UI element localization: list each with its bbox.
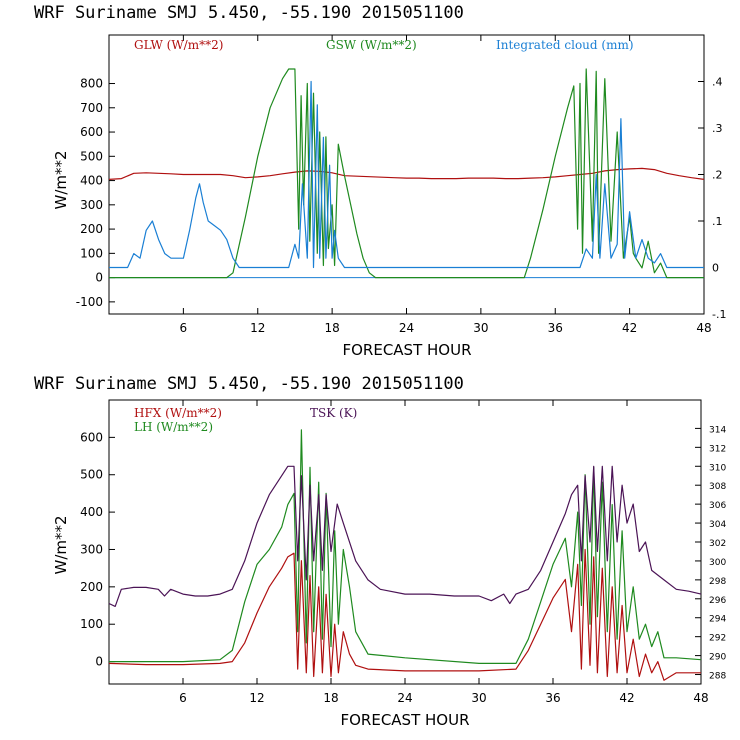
y2-tick-label: .1 [712,215,723,228]
panel-2-y-ticks: 0 100 200 300 400 500 600 [80,430,115,669]
panel-2-xlabel: FORECAST HOUR [340,711,469,729]
y-tick-label: 300 [80,542,103,556]
y2-tick-label: 300 [709,558,726,568]
y2-tick-label: 312 [709,444,726,454]
x-tick-label: 6 [179,691,187,705]
panel-2-title: WRF Suriname SMJ 5.450, -55.190 20150511… [34,374,464,394]
x-tick-label: 24 [397,691,412,705]
y2-tick-label: .3 [712,122,723,135]
panel-1-title: WRF Suriname SMJ 5.450, -55.190 20150511… [34,3,464,23]
x-tick-label: 12 [250,321,265,335]
x-tick-label: 30 [471,691,486,705]
y-tick-label: 400 [80,174,103,188]
y-tick-label: -100 [76,295,103,309]
y2-tick-label: .4 [712,76,723,89]
x-tick-label: 6 [180,321,188,335]
y2-tick-label: 306 [709,501,726,511]
y-tick-label: 0 [95,655,103,669]
x-tick-label: 48 [696,321,711,335]
y-tick-label: 300 [80,198,103,212]
y2-tick-label: 308 [709,482,726,492]
panel-2-frame [108,399,702,685]
series-hfx-line [108,548,701,681]
y2-tick-label: 290 [709,653,726,663]
series-tsk-line [108,465,702,608]
x-tick-label: 42 [619,691,634,705]
y2-tick-label: 314 [709,425,726,435]
panel-2: WRF Suriname SMJ 5.450, -55.190 20150511… [34,374,726,729]
x-tick-label: 12 [249,691,264,705]
y2-tick-label: 296 [709,596,726,606]
y2-tick-label: 298 [709,577,726,587]
y-tick-label: 100 [80,617,103,631]
panel-1-series [108,68,705,279]
panel-1-xlabel: FORECAST HOUR [342,341,471,359]
panel-2-ylabel: W/m**2 [52,515,70,574]
panel-1: WRF Suriname SMJ 5.450, -55.190 20150511… [34,3,726,359]
y-tick-label: 600 [80,125,103,139]
y2-tick-label: -.1 [712,308,726,321]
y-tick-label: 200 [80,580,103,594]
panel-2-series [108,429,702,681]
y-tick-label: 400 [80,505,103,519]
y2-tick-label: 288 [709,672,726,682]
x-tick-label: 18 [323,691,338,705]
y-tick-label: 500 [80,149,103,163]
panel-2-legend-hfx: HFX (W/m**2) [134,406,222,420]
panel-2-legend-lh: LH (W/m**2) [134,420,213,434]
panel-1-legend-glw: GLW (W/m**2) [134,38,223,52]
y-tick-label: 0 [95,271,103,285]
panel-1-y-ticks: -100 0 100 200 300 400 500 600 700 800 [76,77,115,309]
panel-1-ylabel: W/m**2 [52,150,70,209]
y-tick-label: 200 [80,222,103,236]
y2-tick-label: 0 [712,262,719,275]
y-tick-label: 100 [80,246,103,260]
x-tick-label: 24 [399,321,414,335]
panel-1-y2-ticks: -.1 0 .1 .2 .3 .4 [698,76,726,321]
y2-tick-label: 302 [709,539,726,549]
y-tick-label: 500 [80,468,103,482]
panel-2-y2-ticks: 288 290 292 294 296 298 300 302 304 306 308 310 312 3… [695,425,726,682]
y-tick-label: 600 [80,430,103,444]
panel-1-legend-cloud: Integrated cloud (mm) [496,38,634,52]
x-tick-label: 48 [693,691,708,705]
panel-1-legend-gsw: GSW (W/m**2) [326,38,417,52]
series-integrated-line [109,80,704,269]
series-gsw-line [109,68,704,279]
y-tick-label: 700 [80,101,103,115]
y2-tick-label: 304 [709,520,726,530]
x-tick-label: 42 [622,321,637,335]
y2-tick-label: 294 [709,615,726,625]
series-lh-line [109,429,702,665]
y-tick-label: 800 [80,77,103,91]
y2-tick-label: 292 [709,634,726,644]
x-tick-label: 18 [324,321,339,335]
panel-2-legend-tsk: TSK (K) [310,406,357,420]
x-tick-label: 30 [473,321,488,335]
y2-tick-label: 310 [709,463,726,473]
y2-tick-label: .2 [712,169,723,182]
x-tick-label: 36 [548,321,563,335]
x-tick-label: 36 [545,691,560,705]
series-glw-line [108,167,705,180]
panel-1-x-ticks: 6 12 18 24 30 36 42 48 [180,35,712,335]
panel-2-x-ticks: 6 12 18 24 30 36 42 48 [179,400,709,705]
